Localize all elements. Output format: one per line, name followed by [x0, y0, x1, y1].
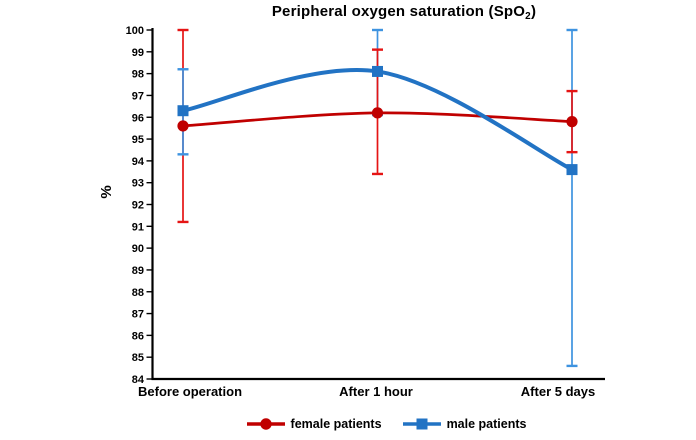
svg-text:91: 91 — [132, 221, 144, 233]
chart-title-text: Peripheral oxygen saturation (SpO — [271, 3, 526, 20]
svg-text:97: 97 — [132, 90, 144, 102]
svg-text:86: 86 — [132, 330, 144, 342]
svg-text:90: 90 — [132, 243, 144, 255]
chart-title-close: ) — [530, 3, 537, 20]
svg-text:99: 99 — [132, 47, 144, 59]
svg-text:96: 96 — [132, 112, 144, 124]
male-series-marker-icon — [402, 418, 441, 430]
x-axis-label-after-1-hour: After 1 hour — [339, 384, 413, 399]
svg-text:87: 87 — [132, 309, 144, 321]
svg-text:94: 94 — [132, 156, 145, 168]
x-axis-label-after-5-days: After 5 days — [520, 384, 596, 399]
chart-title-subscript: 2 — [525, 11, 531, 22]
svg-text:85: 85 — [132, 352, 144, 364]
chart-legend: female patients male patients — [38, 417, 696, 431]
legend-item-female: female patients — [246, 417, 382, 431]
svg-text:95: 95 — [132, 134, 144, 146]
legend-item-male: male patients — [402, 417, 527, 431]
legend-label-male: male patients — [446, 417, 527, 431]
svg-text:89: 89 — [132, 265, 144, 277]
svg-text:88: 88 — [132, 287, 144, 299]
svg-text:84: 84 — [132, 374, 145, 386]
svg-text:100: 100 — [126, 25, 144, 37]
chart-title: Peripheral oxygen saturation (SpO2) — [56, 3, 696, 22]
svg-text:98: 98 — [132, 69, 144, 81]
legend-label-female: female patients — [290, 417, 382, 431]
svg-text:92: 92 — [132, 200, 144, 212]
x-axis-label-before-operation: Before operation — [137, 384, 243, 399]
female-series-marker-icon — [246, 418, 285, 430]
svg-text:93: 93 — [132, 178, 144, 190]
